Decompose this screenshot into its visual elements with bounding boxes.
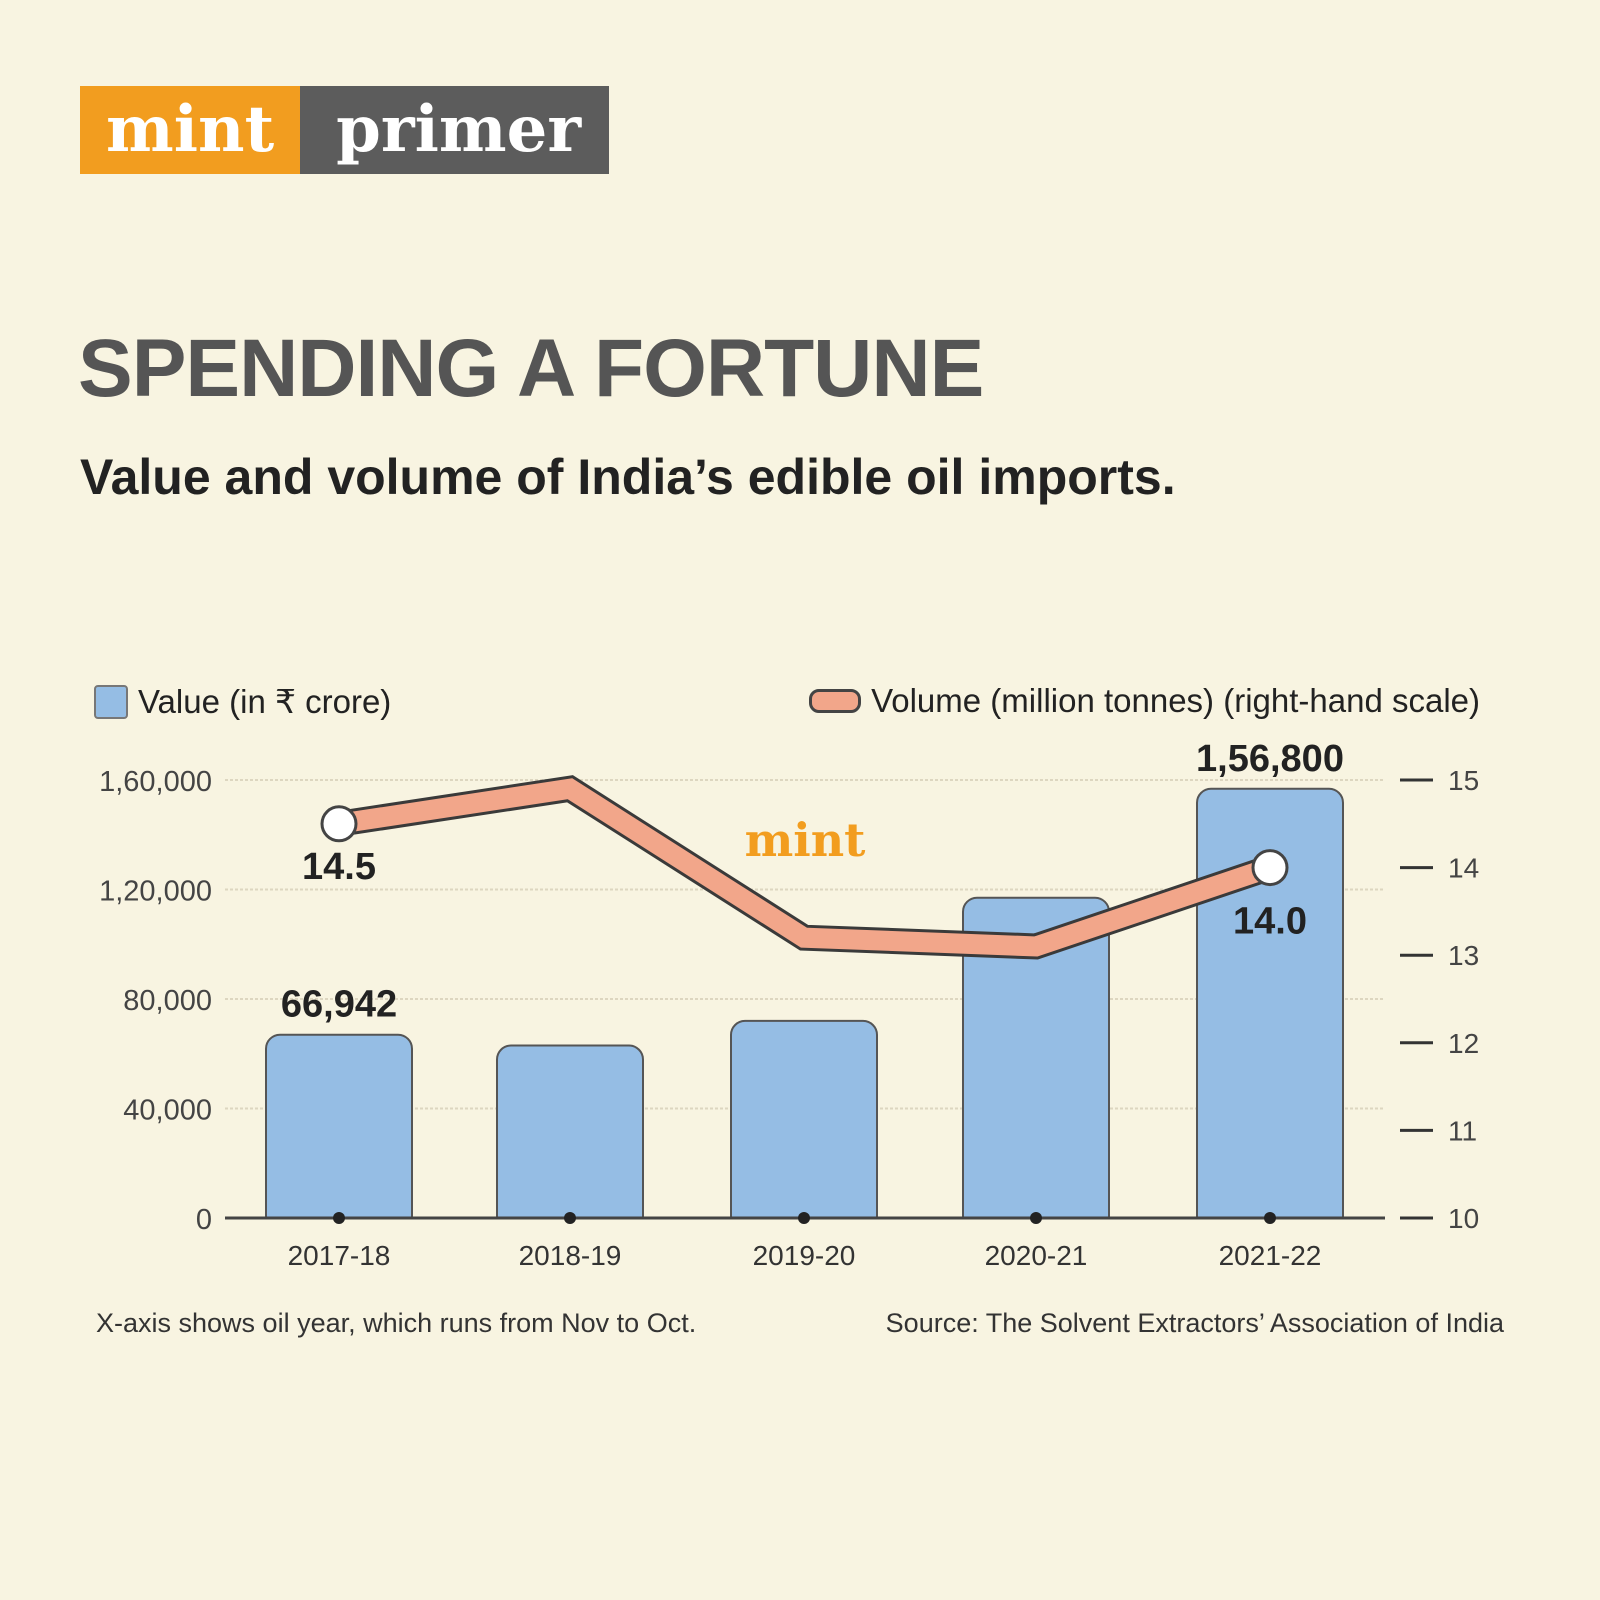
left-tick-label: 1,60,000 — [99, 766, 212, 798]
volume-line — [337, 778, 1274, 957]
legend-volume: Volume (million tonnes) (right-hand scal… — [809, 682, 1480, 720]
right-tick-label: 13 — [1448, 940, 1479, 971]
right-tick-label: 15 — [1448, 765, 1479, 796]
right-tick-label: 11 — [1448, 1115, 1477, 1146]
data-label: 14.0 — [1233, 901, 1307, 943]
left-tick-label: 80,000 — [123, 985, 212, 1017]
x-tick-label: 2017-18 — [288, 1240, 391, 1271]
source-note: Source: The Solvent Extractors’ Associat… — [885, 1308, 1504, 1338]
data-label: 66,942 — [281, 984, 397, 1026]
volume-point — [320, 805, 358, 843]
x-tick-label: 2020-21 — [985, 1240, 1088, 1271]
chart-title: SPENDING A FORTUNE — [78, 323, 984, 414]
baseline-mask — [225, 1218, 1385, 1238]
x-tick-label: 2019-20 — [753, 1240, 856, 1271]
left-tick-label: 1,20,000 — [99, 876, 212, 908]
mint-watermark: mint — [745, 813, 867, 867]
logo-mint: mint — [80, 86, 301, 174]
right-tick-label: 12 — [1448, 1028, 1479, 1059]
mint-primer-logo: mint primer — [80, 86, 610, 174]
bar — [496, 1044, 644, 1231]
left-tick-label: 0 — [196, 1204, 212, 1236]
legend-volume-label: Volume (million tonnes) (right-hand scal… — [871, 682, 1480, 719]
volume-point — [1251, 849, 1289, 887]
chart-subtitle: Value and volume of India’s edible oil i… — [80, 449, 1176, 505]
bar — [730, 1019, 878, 1232]
legend-line-swatch — [809, 689, 862, 713]
logo-primer: primer — [300, 86, 610, 174]
x-tick-dot — [1030, 1212, 1042, 1224]
right-tick-label: 14 — [1448, 853, 1479, 884]
legend-value: Value (in ₹ crore) — [94, 682, 391, 721]
legend-value-label: Value (in ₹ crore) — [138, 683, 392, 720]
x-tick-dot — [798, 1212, 810, 1224]
data-label: 1,56,800 — [1196, 738, 1344, 780]
bar — [265, 1033, 413, 1231]
x-tick-dot — [1264, 1212, 1276, 1224]
data-label: 14.5 — [302, 846, 376, 888]
legend-bar-swatch — [94, 684, 128, 719]
x-tick-dot — [564, 1212, 576, 1224]
x-tick-dot — [333, 1212, 345, 1224]
x-tick-label: 2018-19 — [519, 1240, 622, 1271]
footnote: X-axis shows oil year, which runs from N… — [96, 1308, 697, 1338]
left-tick-label: 40,000 — [123, 1095, 212, 1127]
x-tick-label: 2021-22 — [1219, 1240, 1322, 1271]
right-tick-label: 10 — [1448, 1203, 1479, 1234]
